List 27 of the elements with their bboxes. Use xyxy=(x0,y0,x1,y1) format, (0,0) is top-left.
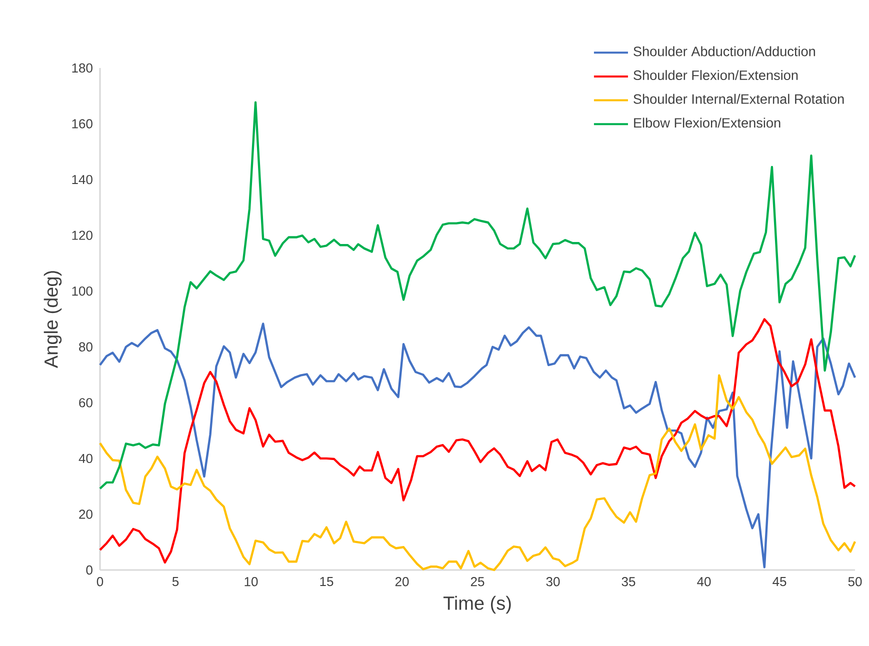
y-tick-label: 120 xyxy=(72,230,92,240)
x-tick-label: 15 xyxy=(320,577,334,586)
y-tick-label: 80 xyxy=(79,342,92,352)
x-tick-label: 5 xyxy=(172,577,179,586)
legend-label: Shoulder Abduction/Adduction xyxy=(634,46,816,56)
y-tick-label: 180 xyxy=(72,63,92,73)
x-tick-label: 50 xyxy=(848,577,862,586)
x-tick-label: 35 xyxy=(622,577,636,586)
legend-label: Shoulder Internal/External Rotation xyxy=(634,94,844,104)
x-tick-label: 0 xyxy=(96,577,104,586)
y-tick-label: 160 xyxy=(72,119,92,128)
x-tick-label: 40 xyxy=(697,577,711,586)
x-tick-label: 30 xyxy=(546,577,560,586)
y-tick-label: 100 xyxy=(72,286,92,296)
x-tick-label: 25 xyxy=(470,577,484,586)
y-axis-title: Angle (deg) xyxy=(44,271,62,368)
legend-label: Shoulder Flexion/Extension xyxy=(634,70,798,80)
x-tick-label: 20 xyxy=(395,577,409,586)
y-tick-label: 140 xyxy=(72,174,92,184)
y-tick-label: 60 xyxy=(79,398,92,408)
y-tick-label: 0 xyxy=(86,565,92,575)
legend-label: Elbow Flexion/Extension xyxy=(634,118,780,128)
x-tick-label: 45 xyxy=(772,577,786,586)
y-tick-label: 20 xyxy=(79,510,92,519)
x-tick-label: 10 xyxy=(244,577,258,586)
y-tick-label: 40 xyxy=(78,454,92,464)
x-axis-title: Time (s) xyxy=(443,596,511,614)
